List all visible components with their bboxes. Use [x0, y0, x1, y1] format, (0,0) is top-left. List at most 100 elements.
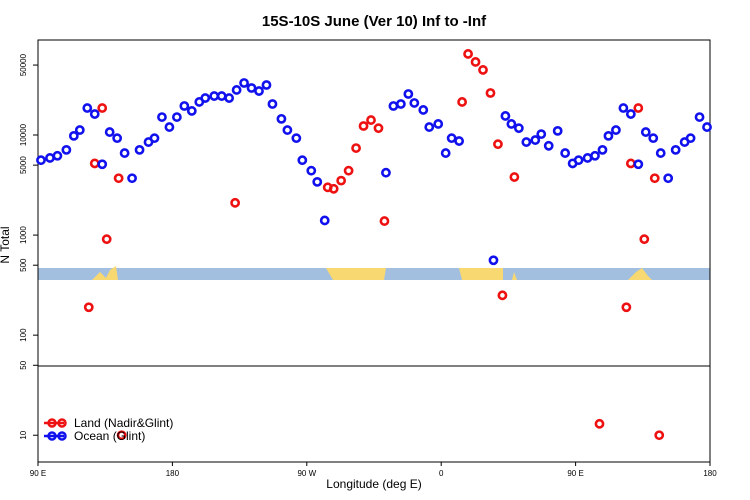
point	[654, 430, 665, 441]
point	[157, 112, 167, 122]
point	[639, 234, 650, 245]
point	[312, 176, 323, 187]
point	[254, 86, 264, 96]
point	[366, 115, 376, 125]
point	[97, 103, 108, 113]
point	[409, 98, 420, 108]
land-shape	[326, 268, 386, 280]
point	[97, 159, 108, 170]
point	[343, 165, 354, 176]
point	[457, 97, 468, 107]
x-tick-label: 90 E	[30, 469, 46, 478]
point	[633, 159, 644, 170]
point	[82, 103, 93, 113]
point	[552, 125, 563, 136]
land-shape	[459, 268, 503, 280]
x-tick-label: 180	[166, 469, 180, 478]
point	[306, 165, 317, 176]
y-tick-label: 1000	[19, 226, 28, 244]
point	[403, 89, 414, 99]
point	[134, 144, 145, 155]
legend-label: Ocean (Glint)	[74, 429, 145, 443]
point	[328, 183, 339, 194]
plot-frame	[37, 39, 711, 463]
point	[621, 302, 632, 313]
point	[618, 103, 629, 113]
point	[179, 101, 190, 111]
y-axis-label: N Total	[0, 226, 12, 263]
point	[230, 197, 241, 208]
point	[500, 111, 511, 121]
point	[521, 137, 532, 147]
point	[119, 148, 130, 158]
point	[297, 155, 308, 166]
point	[381, 167, 391, 178]
point	[395, 99, 406, 109]
point	[89, 109, 100, 119]
point	[319, 215, 330, 226]
point	[74, 125, 85, 135]
chart-title: 15S-10S June (Ver 10) Inf to -Inf	[262, 13, 487, 30]
point	[485, 88, 496, 98]
point	[68, 130, 79, 141]
point	[52, 150, 63, 161]
legend-marker	[57, 418, 67, 428]
point	[36, 155, 46, 166]
point	[149, 133, 160, 144]
point	[231, 85, 242, 95]
point	[648, 133, 659, 144]
point	[424, 122, 435, 132]
series-points	[83, 49, 665, 441]
point	[488, 255, 499, 266]
legend-label: Land (Nadir&Glint)	[74, 416, 173, 430]
point	[61, 144, 72, 155]
y-tick-label: 500	[19, 258, 28, 272]
point	[239, 78, 249, 88]
point	[560, 148, 571, 158]
point	[633, 103, 644, 113]
y-tick-label: 10	[19, 430, 28, 439]
x-axis-label: Longitude (deg E)	[326, 477, 421, 491]
point	[164, 122, 175, 132]
point	[246, 83, 257, 93]
x-tick-label: 180	[703, 469, 717, 478]
y-tick-label: 50000	[19, 53, 28, 76]
point	[478, 65, 488, 75]
point	[694, 112, 705, 122]
point	[127, 173, 137, 184]
point	[463, 49, 473, 59]
point	[497, 290, 508, 301]
point	[611, 125, 621, 135]
point	[649, 173, 660, 184]
point	[670, 144, 681, 155]
y-tick-label: 5000	[19, 156, 28, 174]
point	[224, 93, 235, 103]
x-tick-label: 90 E	[567, 469, 583, 478]
point	[685, 133, 696, 144]
point	[433, 119, 444, 129]
point	[282, 125, 293, 135]
point	[373, 123, 384, 134]
point	[267, 99, 278, 109]
point	[573, 155, 584, 166]
y-tick-label: 50	[19, 360, 28, 369]
land-shape	[512, 272, 517, 280]
point	[594, 418, 605, 429]
legend-marker	[57, 431, 67, 441]
point	[702, 122, 712, 132]
point	[603, 130, 614, 141]
point	[655, 148, 666, 158]
x-tick-label: 0	[439, 469, 444, 478]
y-tick-label: 100	[19, 328, 28, 342]
point	[171, 112, 182, 122]
series-points	[36, 78, 712, 266]
legend-marker	[47, 431, 57, 441]
point	[291, 133, 302, 144]
point	[116, 430, 127, 441]
point	[83, 302, 94, 313]
point	[663, 173, 674, 184]
point	[597, 144, 608, 155]
point	[112, 133, 123, 144]
point	[379, 216, 390, 226]
